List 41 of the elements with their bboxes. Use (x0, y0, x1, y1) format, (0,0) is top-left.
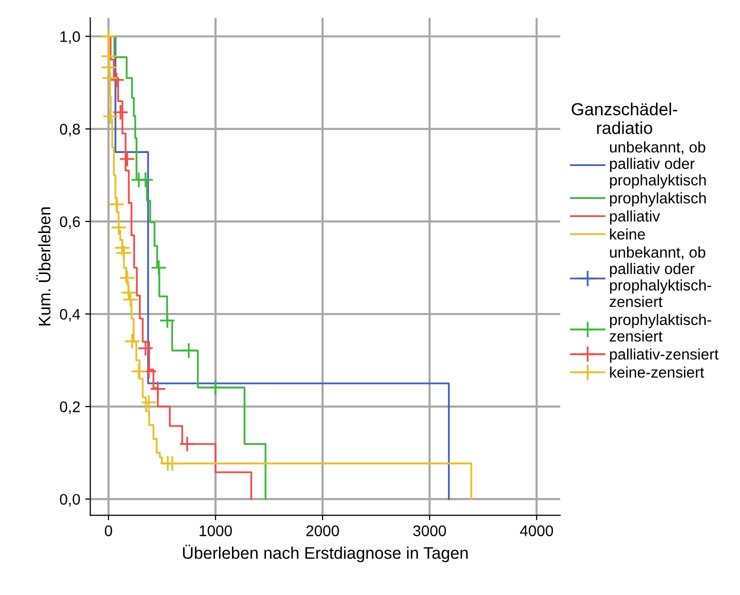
x-tick-label: 4000 (520, 525, 554, 536)
point (120, 284, 137, 301)
point (180, 342, 197, 359)
point (159, 312, 176, 329)
point (119, 270, 136, 286)
y-tick-label: 0,0 (60, 494, 80, 507)
point (150, 380, 166, 398)
point (100, 28, 117, 45)
point (119, 150, 136, 168)
legend-label: prophylaktisch (610, 192, 706, 207)
point (164, 455, 180, 472)
y-tick-label: 1,0 (60, 31, 80, 44)
point (150, 260, 167, 276)
point (178, 436, 196, 452)
point (102, 70, 118, 86)
legend-label: keine (610, 228, 645, 240)
y-axis-title: Kum. Überleben (36, 207, 50, 326)
point (207, 379, 224, 396)
x-axis-title: Überleben nach Erstdiagnose in Tagen (183, 544, 468, 562)
x-tick-label: 0 (104, 525, 112, 536)
point (108, 196, 125, 213)
point (130, 363, 147, 380)
point (102, 108, 119, 125)
y-tick-label: 0,6 (60, 216, 80, 229)
legend-label: palliativ-zensiert (610, 348, 718, 363)
point (140, 394, 158, 411)
legend-label: palliativ (610, 210, 660, 225)
point (116, 244, 132, 262)
point (124, 333, 140, 350)
point (112, 104, 129, 120)
point (110, 219, 127, 236)
x-tick-label: 3000 (413, 525, 446, 536)
legend-label: keine-zensiert (610, 366, 704, 378)
point (100, 59, 117, 76)
y-tick-label: 0,4 (60, 308, 80, 322)
x-tick-label: 1000 (200, 525, 232, 536)
legend-title: Ganzschädel- radiatio (572, 102, 678, 134)
y-tick-label: 0,8 (60, 124, 80, 136)
point (114, 240, 130, 256)
x-tick-label: 2000 (306, 525, 339, 536)
y-tick-label: 0,2 (60, 401, 80, 414)
